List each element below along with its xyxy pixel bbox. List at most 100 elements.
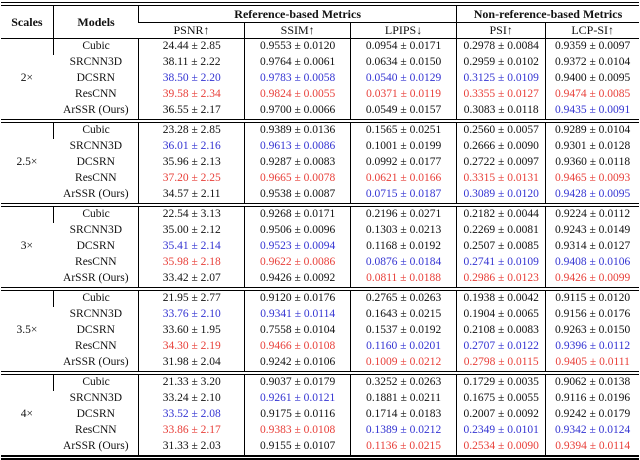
model-name: DCSRN [76,324,115,337]
metric-value: 0.9342 ± 0.0124 [545,423,639,439]
metric-value: 0.2666 ± 0.0090 [456,139,546,155]
metric-value: 0.2007 ± 0.0092 [456,407,546,423]
metric-value: 0.9314 ± 0.0127 [545,239,639,255]
metric-value: 24.44 ± 2.85 [138,38,245,55]
model-name: SRCNN3D [69,224,122,237]
scale-label: 2× [20,72,34,85]
table-row: DCSRN 33.60 ± 1.95 0.7558 ± 0.0104 0.1537 ±… [1,323,639,339]
metric-value: 21.95 ± 2.77 [138,287,245,307]
metric-value: 35.41 ± 2.14 [138,239,245,255]
metric-value: 36.01 ± 2.16 [138,139,245,155]
metric-value: 38.50 ± 2.20 [138,71,245,87]
model-name: SRCNN3D [69,392,122,405]
metric-value: 0.2108 ± 0.0083 [456,323,546,339]
metric-value: 0.1904 ± 0.0065 [456,307,546,323]
metric-value: 33.24 ± 2.10 [138,391,245,407]
metric-value: 21.33 ± 3.20 [138,371,245,391]
metric-value: 0.9383 ± 0.0108 [244,423,351,439]
metric-value: 33.42 ± 2.07 [138,271,245,289]
metric-value: 0.9389 ± 0.0136 [244,119,351,139]
metric-value: 33.86 ± 2.17 [138,423,245,439]
metric-value: 0.0621 ± 0.0166 [350,171,457,187]
table-row: ResCNN 37.20 ± 2.25 0.9665 ± 0.0078 0.0621 … [1,171,639,187]
col-header-lcpsi: LCP-SI↑ [545,22,639,39]
metric-value: 0.2269 ± 0.0081 [456,223,546,239]
metric-value: 31.33 ± 2.03 [138,439,245,458]
metric-value: 0.9261 ± 0.0121 [244,391,351,407]
model-name: ResCNN [75,256,117,269]
metric-value: 0.1881 ± 0.0211 [350,391,457,407]
model-name: ArSSR (Ours) [63,272,129,285]
model-name: DCSRN [76,156,115,169]
metric-value: 38.11 ± 2.22 [138,55,245,71]
metric-value: 0.9394 ± 0.0114 [545,439,639,458]
metric-value: 0.9287 ± 0.0083 [244,155,351,171]
metric-value: 0.0992 ± 0.0177 [350,155,457,171]
metric-value: 0.3252 ± 0.0263 [350,371,457,391]
metric-value: 0.0549 ± 0.0157 [350,103,457,121]
header-group-row: Scales Models Reference-based Metrics No… [1,4,639,39]
metric-value: 33.60 ± 1.95 [138,323,245,339]
metric-value: 0.0540 ± 0.0129 [350,71,457,87]
metric-value: 0.9359 ± 0.0097 [545,38,639,55]
table-row: ResCNN 33.86 ± 2.17 0.9383 ± 0.0108 0.1389 … [1,423,639,439]
metric-value: 34.30 ± 2.19 [138,339,245,355]
metric-value: 0.1675 ± 0.0055 [456,391,546,407]
table-row: 3× Cubic 22.54 ± 3.13 0.9268 ± 0.0171 0.2196… [1,203,639,289]
metric-value: 0.1729 ± 0.0035 [456,371,546,391]
metric-value: 0.9243 ± 0.0149 [545,223,639,239]
metric-value: 33.76 ± 2.10 [138,307,245,323]
metric-value: 0.9175 ± 0.0116 [244,407,351,423]
metric-value: 0.9396 ± 0.0112 [545,339,639,355]
metric-value: 0.2986 ± 0.0123 [456,271,546,289]
scale-label: 3× [1,203,54,289]
metric-value: 0.9400 ± 0.0095 [545,71,639,87]
metric-value: 0.9037 ± 0.0179 [244,371,351,391]
metric-value: 0.9116 ± 0.0196 [545,391,639,407]
table-row: DCSRN 35.41 ± 2.14 0.9523 ± 0.0094 0.1168 ±… [1,239,639,255]
metric-value: 0.0811 ± 0.0188 [350,271,457,289]
metric-value: 0.9263 ± 0.0150 [545,323,639,339]
metric-value: 0.1160 ± 0.0201 [350,339,457,355]
metric-value: 0.2741 ± 0.0109 [456,255,546,271]
metric-value: 0.9465 ± 0.0093 [545,171,639,187]
model-name: Cubic [52,371,139,391]
metric-value: 0.2798 ± 0.0115 [456,355,546,373]
metric-value: 0.9408 ± 0.0106 [545,255,639,271]
metric-value: 34.57 ± 2.11 [138,187,245,205]
metric-value: 0.9426 ± 0.0099 [545,271,639,289]
metric-value: 0.2349 ± 0.0101 [456,423,546,439]
metric-value: 0.9341 ± 0.0114 [244,307,351,323]
model-name: SRCNN3D [69,56,122,69]
metric-value: 0.9224 ± 0.0112 [545,203,639,223]
table-row: SRCNN3D 36.01 ± 2.16 0.9613 ± 0.0086 0.1001… [1,139,639,155]
col-header-psnr: PSNR↑ [138,22,245,39]
scale-label: 4× [1,371,54,458]
metric-value: 0.9289 ± 0.0104 [545,119,639,139]
metric-value: 0.0876 ± 0.0184 [350,255,457,271]
model-name: DCSRN [76,72,115,85]
metric-value: 0.2196 ± 0.0271 [350,203,457,223]
model-name: ArSSR (Ours) [63,440,129,453]
table-row: ArSSR (Ours) 36.55 ± 2.17 0.9700 ± 0.0066 0… [1,103,639,121]
metric-value: 0.9301 ± 0.0128 [545,139,639,155]
table-row: ResCNN 34.30 ± 2.19 0.9466 ± 0.0108 0.1160 … [1,339,639,355]
metric-value: 0.9360 ± 0.0118 [545,155,639,171]
header-metric-row: PSNR↑ SSIM↑ LPIPS↓ PSI↑ LCP-SI↑ [1,22,639,39]
metric-value: 0.9435 ± 0.0091 [545,103,639,121]
metric-value: 0.9242 ± 0.0106 [244,355,351,373]
table-row: ArSSR (Ours) 31.33 ± 2.03 0.9155 ± 0.0107 0… [1,439,639,458]
table-row: SRCNN3D 33.76 ± 2.10 0.9341 ± 0.0114 0.1643… [1,307,639,323]
metric-value: 22.54 ± 3.13 [138,203,245,223]
table-row: 2.5× Cubic 23.28 ± 2.85 0.9389 ± 0.0136 0.15… [1,119,639,205]
model-name: ResCNN [75,88,117,101]
metric-value: 31.98 ± 2.04 [138,355,245,373]
metric-value: 0.2507 ± 0.0085 [456,239,546,255]
metric-value: 0.9665 ± 0.0078 [244,171,351,187]
metric-value: 37.20 ± 2.25 [138,171,245,187]
metric-value: 0.1565 ± 0.0251 [350,119,457,139]
table-row: ArSSR (Ours) 31.98 ± 2.04 0.9242 ± 0.0106 0… [1,355,639,373]
group-header-nonreference-metrics: Non-reference-based Metrics [456,4,639,23]
table-row: 2× Cubic 24.44 ± 2.85 0.9553 ± 0.0120 0.0954… [1,38,639,84]
